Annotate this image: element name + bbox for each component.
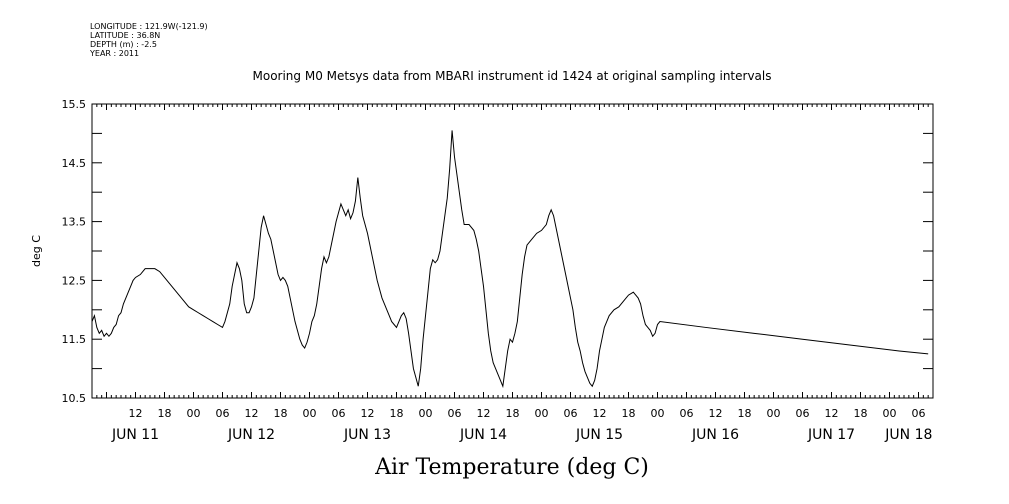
x-tick-label: 06	[448, 407, 462, 420]
y-tick-label: 15.5	[62, 98, 87, 111]
x-tick-label: 00	[303, 407, 317, 420]
x-tick-label: 18	[390, 407, 404, 420]
x-tick-label: 18	[622, 407, 636, 420]
x-tick-label: 00	[767, 407, 781, 420]
day-label: JUN 14	[459, 427, 507, 443]
day-label: JUN 18	[884, 427, 932, 443]
series-line	[91, 130, 929, 389]
x-tick-label: 18	[738, 407, 752, 420]
y-axis-label: deg C	[30, 235, 43, 267]
y-tick-label: 11.5	[62, 333, 87, 346]
x-tick-label: 12	[129, 407, 143, 420]
x-tick-label: 06	[680, 407, 694, 420]
x-tick-label: 06	[912, 407, 926, 420]
x-tick-label: 12	[593, 407, 607, 420]
y-tick-label: 12.5	[62, 274, 87, 287]
day-label: JUN 15	[575, 427, 623, 443]
y-tick-label: 10.5	[62, 392, 87, 405]
depth-label: DEPTH (m) : -2.5	[90, 40, 157, 49]
x-tick-label: 12	[245, 407, 259, 420]
longitude-label: LONGITUDE : 121.9W(-121.9)	[90, 22, 208, 31]
x-tick-label: 12	[361, 407, 375, 420]
x-tick-label: 06	[796, 407, 810, 420]
plot-frame	[91, 103, 934, 399]
x-tick-label: 00	[883, 407, 897, 420]
x-tick-label: 00	[419, 407, 433, 420]
x-tick-label: 18	[506, 407, 520, 420]
y-tick-label: 14.5	[62, 157, 87, 170]
day-label: JUN 16	[691, 427, 739, 443]
metadata-block: LONGITUDE : 121.9W(-121.9) LATITUDE : 36…	[90, 22, 208, 58]
x-tick-label: 06	[564, 407, 578, 420]
x-tick-label: 18	[274, 407, 288, 420]
x-axis-label: Air Temperature (deg C)	[374, 455, 649, 480]
axis-ticks	[91, 103, 934, 399]
x-tick-label: 18	[854, 407, 868, 420]
year-label: YEAR : 2011	[90, 49, 140, 58]
x-tick-label: 12	[709, 407, 723, 420]
day-label: JUN 13	[343, 427, 391, 443]
x-tick-label: 12	[477, 407, 491, 420]
y-tick-label: 13.5	[62, 216, 87, 229]
x-tick-label: 00	[651, 407, 665, 420]
day-label: JUN 12	[227, 427, 275, 443]
day-label: JUN 17	[807, 427, 855, 443]
x-tick-label: 06	[332, 407, 346, 420]
x-tick-label: 12	[825, 407, 839, 420]
x-tick-label: 00	[535, 407, 549, 420]
latitude-label: LATITUDE : 36.8N	[90, 31, 161, 40]
chart-title: Mooring M0 Metsys data from MBARI instru…	[253, 69, 772, 83]
x-tick-label: 00	[187, 407, 201, 420]
day-label: JUN 11	[111, 427, 159, 443]
x-tick-label: 06	[216, 407, 230, 420]
x-tick-label: 18	[158, 407, 172, 420]
axis-labels: 10.5 11.5 12.5 13.5 14.5 15.5 12 18 00 06 12 18 00 06…	[62, 98, 933, 443]
